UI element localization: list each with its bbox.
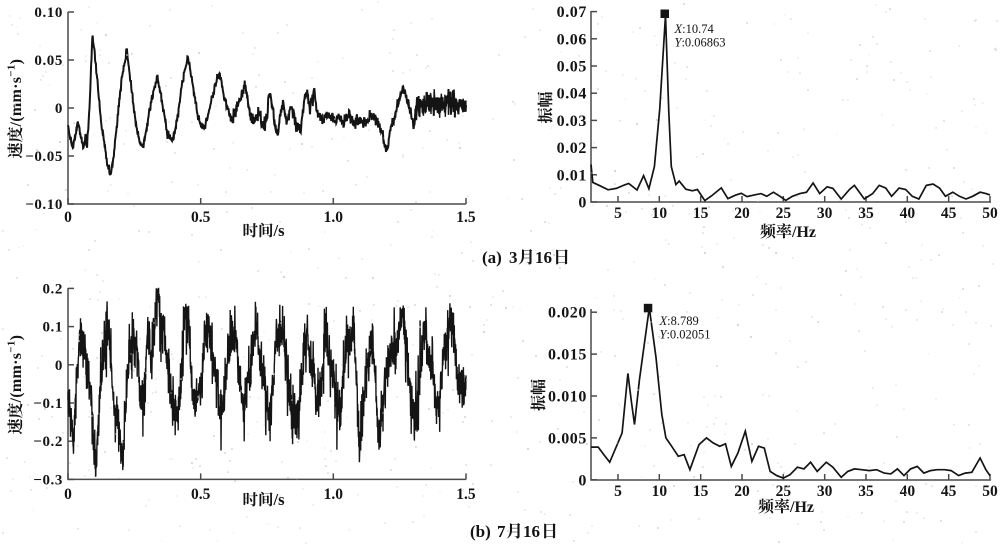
svg-text:Y:0.06863: Y:0.06863 (675, 36, 726, 50)
svg-text:5: 5 (614, 483, 622, 500)
svg-text:Y:0.02051: Y:0.02051 (660, 328, 711, 342)
svg-text:0.07: 0.07 (557, 4, 587, 21)
svg-text:−0.2: −0.2 (33, 434, 63, 450)
svg-text:0.10: 0.10 (34, 5, 63, 21)
svg-text:35: 35 (858, 205, 874, 222)
svg-text:3: 3 (509, 248, 518, 267)
svg-text:1.5: 1.5 (456, 209, 476, 226)
svg-text:/s: /s (273, 490, 286, 509)
svg-text:X:8.789: X:8.789 (659, 314, 699, 328)
svg-text:0.02: 0.02 (557, 140, 587, 157)
svg-text:0.015: 0.015 (548, 347, 587, 364)
svg-text:30: 30 (817, 205, 833, 222)
svg-text:0: 0 (64, 209, 72, 226)
svg-text:5: 5 (614, 205, 622, 222)
svg-text:0.5: 0.5 (191, 486, 211, 503)
svg-text:16: 16 (523, 522, 540, 541)
svg-text:0: 0 (578, 195, 587, 212)
svg-text:15: 15 (693, 483, 709, 500)
svg-text:0.005: 0.005 (548, 430, 587, 447)
svg-text:45: 45 (941, 205, 957, 222)
svg-text:45: 45 (941, 483, 957, 500)
svg-text:/s: /s (273, 221, 286, 240)
svg-text:40: 40 (900, 205, 916, 222)
svg-text:25: 25 (776, 205, 792, 222)
svg-text:30: 30 (817, 483, 833, 500)
svg-text:20: 20 (734, 205, 750, 222)
svg-text:7: 7 (497, 522, 506, 541)
svg-text:20: 20 (734, 483, 750, 500)
svg-text:0.1: 0.1 (42, 320, 63, 336)
svg-text:1.0: 1.0 (324, 486, 344, 503)
svg-text:15: 15 (693, 205, 709, 222)
svg-text:/Hz: /Hz (791, 224, 816, 241)
svg-text:1.5: 1.5 (456, 486, 476, 503)
svg-text:−0.3: −0.3 (33, 472, 63, 488)
svg-text:0.04: 0.04 (557, 86, 587, 103)
svg-text:25: 25 (776, 483, 792, 500)
svg-text:0.05: 0.05 (34, 53, 63, 69)
svg-text:0: 0 (55, 358, 63, 374)
svg-text:1.0: 1.0 (324, 209, 344, 226)
svg-text:10: 10 (652, 483, 668, 500)
svg-text:0: 0 (55, 101, 63, 117)
svg-text:16: 16 (535, 248, 552, 267)
svg-text:0.05: 0.05 (557, 59, 587, 76)
svg-text:35: 35 (858, 483, 874, 500)
svg-text:0.010: 0.010 (548, 389, 587, 406)
svg-text:(a): (a) (482, 248, 502, 267)
svg-text:0: 0 (64, 486, 72, 503)
svg-text:0.06: 0.06 (557, 31, 587, 48)
svg-text:0.01: 0.01 (557, 167, 587, 184)
svg-text:50: 50 (982, 483, 998, 500)
svg-text:0.020: 0.020 (548, 305, 587, 322)
svg-text:10: 10 (652, 205, 668, 222)
svg-text:−0.05: −0.05 (25, 149, 63, 165)
svg-text:0: 0 (578, 472, 587, 489)
svg-text:−0.10: −0.10 (25, 197, 63, 213)
svg-text:0.03: 0.03 (557, 113, 587, 130)
svg-text:−0.1: −0.1 (33, 396, 63, 412)
svg-text:/Hz: /Hz (789, 499, 814, 516)
svg-text:(b): (b) (470, 522, 491, 541)
svg-text:0.2: 0.2 (42, 281, 63, 297)
svg-text:50: 50 (982, 205, 998, 222)
svg-text:0.5: 0.5 (191, 209, 211, 226)
svg-text:40: 40 (900, 483, 916, 500)
svg-text:X:10.74: X:10.74 (674, 22, 715, 36)
